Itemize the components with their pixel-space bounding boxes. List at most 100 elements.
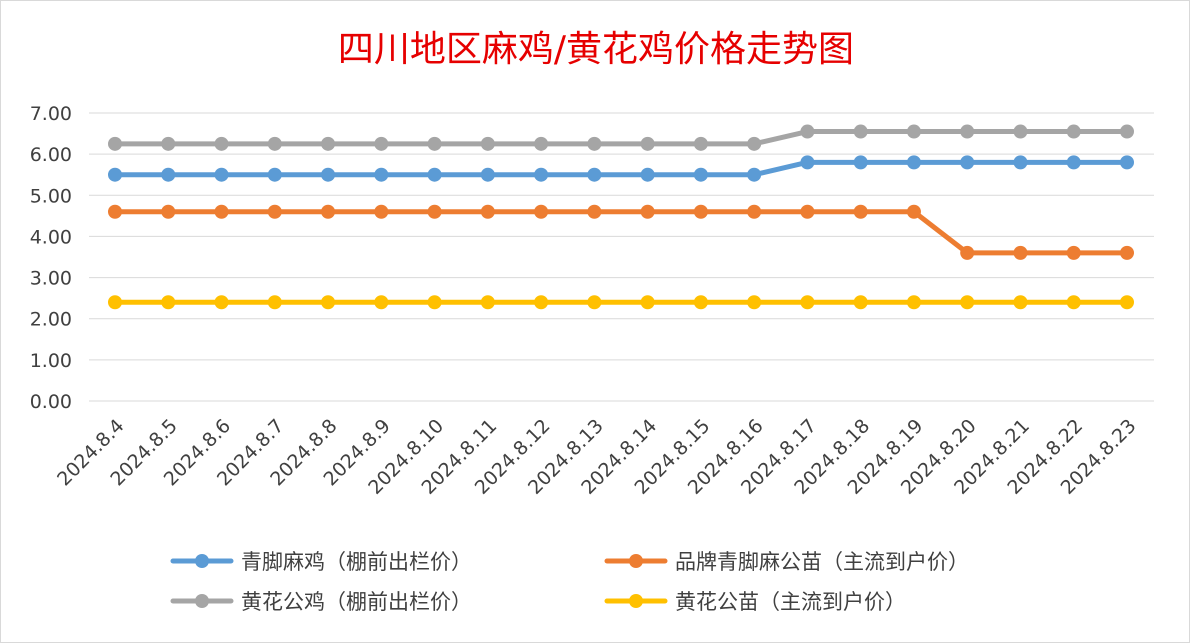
data-point	[906, 295, 921, 310]
data-point	[108, 204, 122, 219]
legend-marker	[195, 554, 209, 568]
data-point	[214, 136, 229, 151]
x-axis-ticks: 2024.8.42024.8.52024.8.62024.8.72024.8.8…	[53, 415, 1140, 499]
data-point	[853, 124, 868, 139]
data-point	[534, 136, 549, 151]
data-point	[640, 136, 655, 151]
y-tick-label: 0.00	[30, 391, 72, 413]
legend-label: 品牌青脚麻公苗（主流到户价）	[675, 550, 969, 574]
data-point	[108, 167, 122, 182]
data-point	[800, 155, 815, 170]
legend-item: 黄花公苗（主流到户价）	[604, 590, 906, 614]
data-point	[1013, 155, 1028, 170]
data-point	[1120, 245, 1134, 260]
data-point	[534, 295, 549, 310]
data-point	[800, 204, 815, 219]
data-point	[693, 167, 708, 182]
data-point	[267, 167, 282, 182]
legend-item: 品牌青脚麻公苗（主流到户价）	[604, 550, 969, 574]
data-point	[800, 124, 815, 139]
legend-label: 青脚麻鸡（棚前出栏价）	[241, 550, 472, 574]
data-point	[587, 167, 602, 182]
series-lines	[108, 124, 1134, 310]
legend-item: 青脚麻鸡（棚前出栏价）	[170, 550, 472, 574]
data-point	[374, 204, 389, 219]
data-point	[321, 204, 336, 219]
data-point	[480, 167, 495, 182]
series-line	[112, 209, 1130, 256]
data-point	[747, 204, 762, 219]
data-point	[906, 204, 921, 219]
data-point	[1013, 245, 1028, 260]
data-point	[534, 167, 549, 182]
data-point	[267, 204, 282, 219]
data-point	[374, 295, 389, 310]
data-point	[267, 295, 282, 310]
legend-marker	[195, 594, 209, 608]
y-tick-label: 1.00	[30, 350, 72, 372]
data-point	[161, 295, 176, 310]
data-point	[587, 295, 602, 310]
series-2	[108, 124, 1134, 151]
data-point	[747, 136, 762, 151]
data-point	[427, 204, 442, 219]
data-point	[321, 167, 336, 182]
data-point	[960, 155, 975, 170]
data-point	[214, 167, 229, 182]
data-point	[906, 124, 921, 139]
data-point	[161, 136, 176, 151]
y-tick-label: 7.00	[30, 103, 72, 125]
data-point	[108, 136, 122, 151]
data-point	[640, 295, 655, 310]
data-point	[161, 204, 176, 219]
data-point	[853, 155, 868, 170]
data-point	[374, 167, 389, 182]
data-point	[640, 204, 655, 219]
data-point	[693, 295, 708, 310]
series-1	[108, 204, 1134, 260]
data-point	[427, 167, 442, 182]
data-point	[747, 295, 762, 310]
data-point	[480, 295, 495, 310]
chart-title: 四川地区麻鸡/黄花鸡价格走势图	[338, 29, 854, 70]
data-point	[1120, 124, 1134, 139]
data-point	[1120, 295, 1134, 310]
data-point	[214, 295, 229, 310]
data-point	[374, 136, 389, 151]
data-point	[534, 204, 549, 219]
data-point	[321, 136, 336, 151]
data-point	[1066, 245, 1081, 260]
data-point	[214, 204, 229, 219]
data-point	[906, 155, 921, 170]
data-point	[321, 295, 336, 310]
y-tick-label: 5.00	[30, 185, 72, 207]
data-point	[960, 245, 975, 260]
data-point	[1066, 124, 1081, 139]
data-point	[427, 136, 442, 151]
series-3	[108, 295, 1134, 310]
legend: 青脚麻鸡（棚前出栏价） 品牌青脚麻公苗（主流到户价） 黄花公鸡（棚前出栏价） 黄花公苗…	[170, 550, 969, 614]
y-tick-label: 3.00	[30, 268, 72, 290]
data-point	[960, 124, 975, 139]
y-tick-label: 6.00	[30, 144, 72, 166]
legend-marker	[629, 594, 643, 608]
y-tick-label: 2.00	[30, 309, 72, 331]
data-point	[1066, 155, 1081, 170]
data-point	[480, 204, 495, 219]
series-line	[112, 129, 1130, 147]
data-point	[693, 204, 708, 219]
data-point	[1120, 155, 1134, 170]
legend-label: 黄花公鸡（棚前出栏价）	[241, 590, 472, 614]
series-0	[108, 155, 1134, 182]
data-point	[853, 204, 868, 219]
data-point	[1013, 295, 1028, 310]
data-point	[267, 136, 282, 151]
data-point	[1066, 295, 1081, 310]
data-point	[853, 295, 868, 310]
data-point	[693, 136, 708, 151]
series-line	[112, 159, 1130, 178]
legend-marker	[629, 554, 643, 568]
data-point	[1013, 124, 1028, 139]
